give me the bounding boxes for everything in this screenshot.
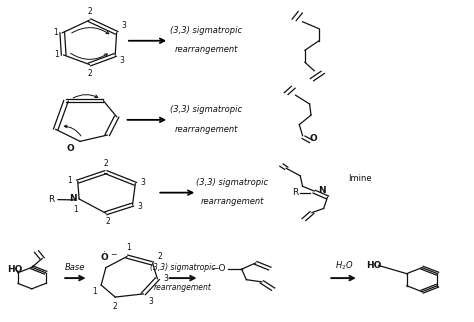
Text: 1: 1	[67, 176, 72, 185]
Text: 3: 3	[121, 21, 126, 30]
Text: (3,3) sigmatropic: (3,3) sigmatropic	[150, 263, 216, 272]
Text: 1: 1	[53, 28, 57, 37]
Text: 1: 1	[91, 287, 97, 296]
Text: (3,3) sigmatropic: (3,3) sigmatropic	[171, 106, 243, 115]
Text: 2: 2	[87, 69, 92, 78]
Text: R: R	[292, 188, 298, 197]
Text: N: N	[69, 194, 77, 203]
Text: rearrangement: rearrangement	[175, 45, 238, 54]
Text: 2: 2	[87, 7, 92, 16]
Text: rearrangement: rearrangement	[154, 283, 212, 292]
Text: −O: −O	[211, 264, 225, 273]
Text: ·: ·	[103, 248, 106, 257]
Text: 1: 1	[73, 205, 78, 214]
Text: 3: 3	[137, 202, 142, 211]
Text: 3: 3	[148, 297, 153, 306]
Text: rearrangement: rearrangement	[201, 197, 264, 206]
Text: 3: 3	[163, 274, 168, 283]
Text: 1: 1	[54, 51, 59, 60]
Text: Base: Base	[65, 263, 86, 272]
Text: R: R	[48, 195, 55, 204]
Text: N: N	[318, 186, 326, 195]
Text: 1: 1	[126, 243, 131, 252]
Text: 2: 2	[113, 301, 118, 310]
Text: O: O	[67, 144, 74, 153]
Text: Imine: Imine	[348, 174, 372, 183]
Text: 2: 2	[103, 159, 108, 168]
Text: $H_2O$: $H_2O$	[335, 259, 353, 272]
Text: HO: HO	[8, 265, 23, 274]
Text: 2: 2	[157, 252, 162, 261]
Text: 2: 2	[106, 217, 110, 226]
Text: 3: 3	[120, 56, 125, 65]
Text: HO: HO	[366, 261, 381, 270]
Text: rearrangement: rearrangement	[175, 125, 238, 134]
Text: O: O	[100, 253, 108, 262]
Text: (3,3) sigmatropic: (3,3) sigmatropic	[171, 26, 243, 35]
Text: 3: 3	[140, 178, 145, 187]
Text: (3,3) sigmatropic: (3,3) sigmatropic	[196, 178, 268, 187]
Text: −: −	[110, 250, 117, 259]
Text: O: O	[310, 134, 318, 143]
